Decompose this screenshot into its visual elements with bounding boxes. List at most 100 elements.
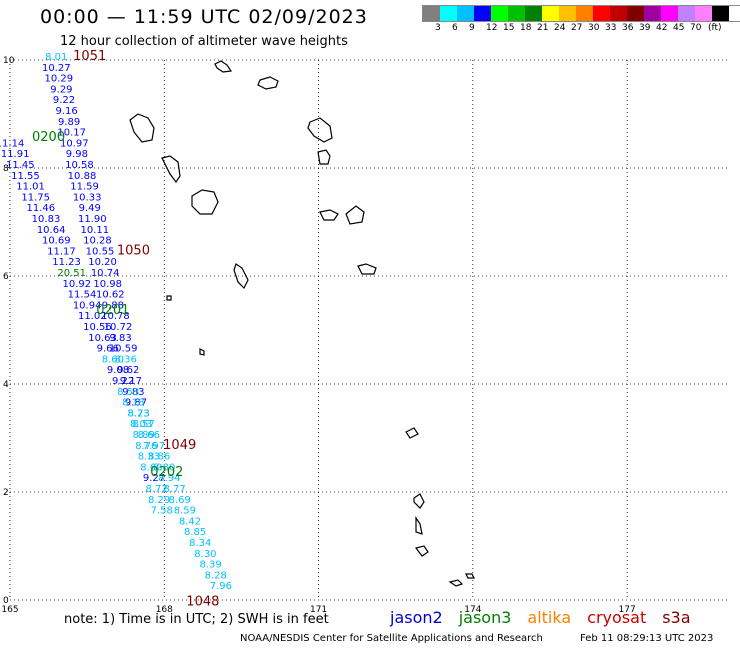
- swh-observation: 8.23: [127, 408, 149, 419]
- swh-observation: 11.01: [16, 182, 45, 193]
- swh-observation: 9.83: [109, 333, 131, 344]
- legend-swatch: [423, 6, 440, 21]
- track-time-label: 0200: [32, 130, 65, 145]
- page-subtitle: 12 hour collection of altimeter wave hei…: [60, 34, 348, 49]
- legend-swatch: [593, 6, 610, 21]
- swh-observation: 9.27: [143, 473, 165, 484]
- swh-observation: 7.97: [143, 441, 165, 452]
- legend-label: 45: [673, 23, 685, 33]
- legend-label: 18: [520, 23, 532, 33]
- swh-observation: 8.76: [135, 441, 157, 452]
- swh-observation: 8.33: [138, 452, 160, 463]
- legend-label: 6: [452, 23, 458, 33]
- swh-observation: 9.22: [53, 95, 75, 106]
- swh-observation: 10.64: [37, 225, 66, 236]
- swh-observation: 8.89: [133, 430, 155, 441]
- swh-observation: 11.14: [0, 138, 24, 149]
- swh-observation: 8.59: [174, 506, 196, 517]
- track-time-label: 1049: [163, 438, 196, 453]
- swh-observation: 11.46: [27, 203, 56, 214]
- swh-observation: 9.22: [112, 376, 134, 387]
- legend-label: 39: [639, 23, 651, 33]
- map-area[interactable]: 8.01 10.27 10.29 9.29 9.22 9.16 9.89 10.17 10.97…: [0, 49, 730, 615]
- legend-labels: (ft) 3 6 9 12 15 18 21 24 27 30 33 36 39 42 45 70: [422, 22, 740, 34]
- swh-observation: 8.03: [130, 419, 152, 430]
- island-outline: [233, 263, 249, 290]
- swh-observation: 8.29: [148, 495, 170, 506]
- swh-observation: 9.17: [120, 376, 142, 387]
- swh-observation: 9.08: [107, 365, 129, 376]
- legend-label: 9: [469, 23, 475, 33]
- track-time-label: 0202: [150, 465, 183, 480]
- swh-observation: 8.01: [45, 52, 67, 63]
- legend-label: 70: [690, 23, 702, 33]
- swh-observation: 10.27: [42, 63, 71, 74]
- swh-observation: 10.74: [91, 268, 120, 279]
- swh-observation: 11.54: [68, 290, 97, 301]
- swh-observation: 8.80: [153, 462, 175, 473]
- island-outline: [405, 427, 419, 439]
- swh-observation: 7.96: [210, 581, 232, 592]
- legend-swatch: [610, 6, 627, 21]
- lat-tick-label: 2: [3, 488, 9, 498]
- swh-observation: 11.59: [70, 182, 99, 193]
- island-outline: [317, 149, 331, 165]
- swh-observation: 8.42: [179, 516, 201, 527]
- swh-observation: 9.16: [55, 106, 77, 117]
- island-outline: [465, 573, 475, 579]
- legend-swatch: [474, 6, 491, 21]
- swh-observation: 8.60: [102, 354, 124, 365]
- legend-swatch: [457, 6, 474, 21]
- swh-observation: 10.88: [68, 171, 97, 182]
- swh-observation: 8.57: [133, 419, 155, 430]
- legend-swatch: [678, 6, 695, 21]
- grid-lines: [9, 59, 730, 601]
- map-svg[interactable]: 8.0110.2710.299.299.229.169.8910.1710.97…: [0, 49, 730, 615]
- island-outline: [307, 117, 333, 143]
- swh-observation: 7.58: [151, 506, 173, 517]
- swh-observation: 8.30: [194, 549, 216, 560]
- legend-label: 3: [435, 23, 441, 33]
- swh-observation: 11.02: [78, 311, 107, 322]
- swh-observation: 8.53: [117, 387, 139, 398]
- swh-observation: 10.72: [104, 322, 133, 333]
- track-time-label: 1050: [117, 243, 150, 258]
- legend-swatch: [491, 6, 508, 21]
- swh-observation: 10.29: [45, 74, 74, 85]
- island-outline: [345, 205, 365, 225]
- legend-label: 27: [571, 23, 583, 33]
- swh-observation: 8.73: [127, 408, 149, 419]
- satellite-cryosat: cryosat: [587, 608, 647, 627]
- island-outline: [199, 348, 205, 356]
- altimeter-tracks: 8.0110.2710.299.299.229.169.8910.1710.97…: [0, 52, 232, 592]
- legend-label: 15: [503, 23, 515, 33]
- swh-observation: 8.85: [184, 527, 206, 538]
- island-outline: [415, 516, 423, 535]
- legend-label: 33: [605, 23, 617, 33]
- legend-label: 42: [656, 23, 668, 33]
- lon-tick-label: 168: [156, 605, 173, 615]
- swh-observation: 11.23: [52, 257, 81, 268]
- island-outline: [191, 189, 219, 215]
- legend-swatch: [525, 6, 542, 21]
- swh-observation: 9.62: [117, 365, 139, 376]
- island-outline: [161, 155, 181, 184]
- swh-observation: 9.88: [102, 300, 124, 311]
- swh-observation: 10.83: [32, 214, 61, 225]
- swh-observation: 10.94: [73, 300, 102, 311]
- swh-observation: 10.92: [63, 279, 92, 290]
- track-time-label: 1051: [73, 49, 106, 64]
- lat-tick-label: 8: [3, 164, 9, 174]
- legend-swatch: [576, 6, 593, 21]
- lat-tick-label: 0: [3, 596, 9, 606]
- legend-label: 21: [537, 23, 549, 33]
- swh-observation: 10.11: [81, 225, 110, 236]
- legend-swatch: [695, 6, 712, 21]
- swh-observation: 8.36: [115, 354, 137, 365]
- swh-observation: 8.66: [138, 430, 160, 441]
- satellite-jason2: jason2: [390, 608, 443, 627]
- swh-observation: 11.17: [47, 246, 76, 257]
- swh-observation: 8.34: [189, 538, 211, 549]
- legend-label: 12: [486, 23, 498, 33]
- legend-label: 30: [588, 23, 600, 33]
